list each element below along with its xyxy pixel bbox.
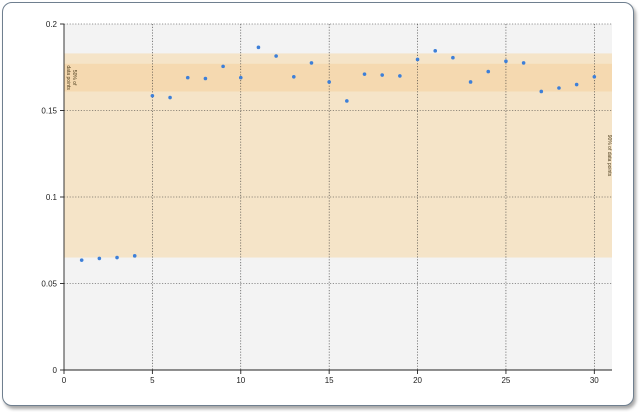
band-label-line: 50% of	[71, 70, 77, 86]
data-point	[238, 75, 243, 80]
data-point	[97, 256, 102, 261]
data-point	[398, 74, 402, 78]
x-tick-label: 30	[590, 376, 599, 385]
data-point	[592, 74, 597, 79]
data-point	[345, 99, 349, 103]
x-tick-label: 0	[62, 376, 67, 385]
data-point	[309, 61, 314, 65]
data-point	[132, 254, 137, 258]
data-point	[221, 64, 225, 69]
data-point	[521, 61, 526, 65]
data-point	[168, 95, 172, 100]
x-tick-label: 10	[236, 376, 245, 385]
data-points	[79, 45, 597, 262]
data-point	[433, 49, 438, 53]
data-point	[115, 255, 119, 260]
plot-area: 90% of data points 50% ofdata points	[60, 23, 612, 374]
data-point	[79, 258, 84, 262]
data-point	[380, 73, 384, 77]
data-point	[574, 82, 579, 87]
data-point	[327, 80, 331, 84]
x-tick-label: 20	[413, 376, 422, 385]
y-tick-label: 0.15	[41, 107, 57, 116]
band-label-line: data points	[65, 65, 71, 90]
y-tick-label: 0.2	[46, 20, 58, 29]
x-tick-label: 25	[501, 376, 510, 385]
band-label-50-percent: 50% ofdata points	[65, 65, 77, 90]
band-label-line: 90% of data points	[606, 135, 612, 177]
data-point	[256, 45, 261, 50]
grid-lines	[64, 23, 612, 370]
data-point	[539, 89, 544, 94]
data-point	[451, 55, 455, 60]
data-point	[150, 93, 155, 98]
data-point	[185, 75, 190, 80]
data-point	[468, 80, 473, 84]
x-tick-label: 15	[325, 376, 334, 385]
y-tick-label: 0.05	[41, 280, 57, 289]
data-point	[362, 72, 367, 76]
tick-labels: 0 5 10 15 20 25 30 0 0.05 0.1 0.15 0.2	[41, 20, 599, 385]
data-point	[274, 54, 278, 58]
y-tick-label: 0	[53, 366, 58, 375]
confidence-bands: 90% of data points 50% ofdata points	[64, 53, 612, 258]
data-point	[415, 57, 420, 62]
data-point	[203, 76, 208, 81]
data-point	[486, 69, 491, 74]
band-50-percent	[64, 63, 612, 92]
band-label-90-percent: 90% of data points	[606, 135, 612, 177]
axes	[60, 23, 612, 374]
data-point	[292, 74, 296, 79]
x-tick-label: 5	[150, 376, 155, 385]
data-point	[504, 59, 508, 63]
data-point	[557, 86, 561, 90]
y-tick-label: 0.1	[46, 193, 58, 202]
